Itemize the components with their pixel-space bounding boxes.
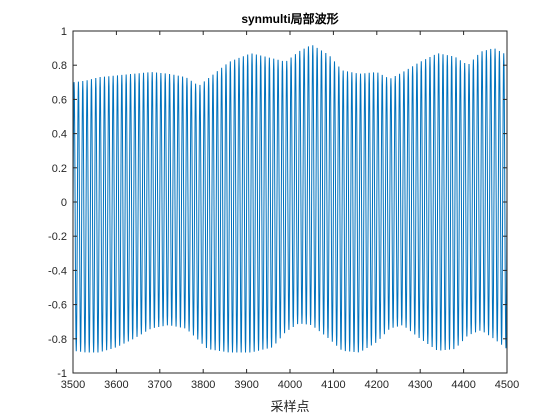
y-tick-label: -0.8 [48,334,67,346]
x-tick-label: 4300 [408,379,432,391]
y-tick-label: 1 [61,26,67,38]
y-tick-label: 0 [61,197,67,209]
x-tick-label: 4100 [321,379,345,391]
x-axis: 3500 3600 3700 3800 3900 4000 4100 4200 4300 4400… [61,31,519,391]
x-tick-label: 4000 [278,379,302,391]
y-tick-label: -1 [57,368,67,380]
chart-title: synmulti局部波形 [241,11,338,26]
x-tick-label: 3500 [61,379,85,391]
y-tick-label: 0.6 [52,94,67,106]
y-axis: -1 -0.8 -0.6 -0.4 -0.2 0 0.2 0.4 0.6 0.8 1 [48,26,507,380]
x-tick-label: 3800 [191,379,215,391]
y-tick-label: 0.2 [52,163,67,175]
y-tick-label: 0.4 [52,129,67,141]
x-tick-label: 3700 [148,379,172,391]
x-tick-label: 3600 [104,379,128,391]
x-tick-label: 3900 [234,379,258,391]
x-axis-label: 采样点 [270,400,309,415]
y-tick-label: 0.8 [52,60,67,72]
x-tick-label: 4500 [495,379,519,391]
y-tick-label: -0.4 [48,265,67,277]
y-tick-label: -0.2 [48,231,67,243]
x-tick-label: 4400 [451,379,475,391]
series-line [73,45,507,353]
y-tick-label: -0.6 [48,300,67,312]
x-tick-label: 4200 [365,379,389,391]
